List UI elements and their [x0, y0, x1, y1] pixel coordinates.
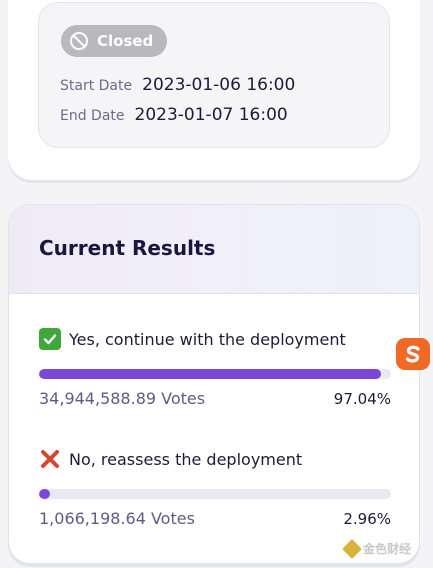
vote-progress-fill [39, 489, 50, 499]
vote-progress-bar [39, 369, 391, 379]
option-label: Yes, continue with the deployment [39, 327, 391, 351]
vote-percent: 2.96% [343, 510, 391, 528]
results-title: Current Results [39, 236, 216, 260]
vote-progress-fill [39, 369, 381, 379]
votes-row: 34,944,588.89 Votes 97.04% [39, 389, 391, 408]
end-date-label: End Date [60, 108, 125, 124]
cross-mark-icon [41, 450, 59, 468]
status-text: Closed [97, 32, 154, 50]
end-date-row: End Date 2023-01-07 16:00 [60, 105, 288, 125]
start-date-label: Start Date [60, 78, 133, 94]
status-badge: Closed [61, 25, 168, 57]
option-text: No, reassess the deployment [69, 449, 303, 469]
end-date-value: 2023-01-07 16:00 [134, 105, 288, 125]
vote-count: 34,944,588.89 Votes [39, 389, 206, 408]
current-results-card: Current Results Yes, continue with the d… [8, 204, 420, 564]
watermark-text: 金色财经 [363, 542, 412, 556]
start-date-row: Start Date 2023-01-06 16:00 [60, 75, 295, 95]
proposal-info-box: Closed Start Date 2023-01-06 16:00 End D… [38, 2, 390, 148]
start-date-value: 2023-01-06 16:00 [142, 75, 296, 95]
vote-count: 1,066,198.64 Votes [39, 509, 195, 528]
option-label: No, reassess the deployment [39, 447, 391, 471]
watermark-logo-icon [342, 538, 362, 559]
result-option-yes: Yes, continue with the deployment 34,944… [39, 327, 391, 408]
result-option-no: No, reassess the deployment 1,066,198.64… [39, 447, 391, 528]
results-header: Current Results [9, 205, 419, 294]
watermark: 金色财经 [342, 538, 412, 559]
vote-progress-bar [39, 489, 391, 499]
option-text: Yes, continue with the deployment [69, 329, 346, 349]
sogou-logo-icon [396, 338, 430, 370]
blocked-icon [70, 32, 88, 50]
vote-percent: 97.04% [333, 390, 391, 408]
check-mark-icon [39, 328, 61, 350]
votes-row: 1,066,198.64 Votes 2.96% [39, 509, 391, 528]
